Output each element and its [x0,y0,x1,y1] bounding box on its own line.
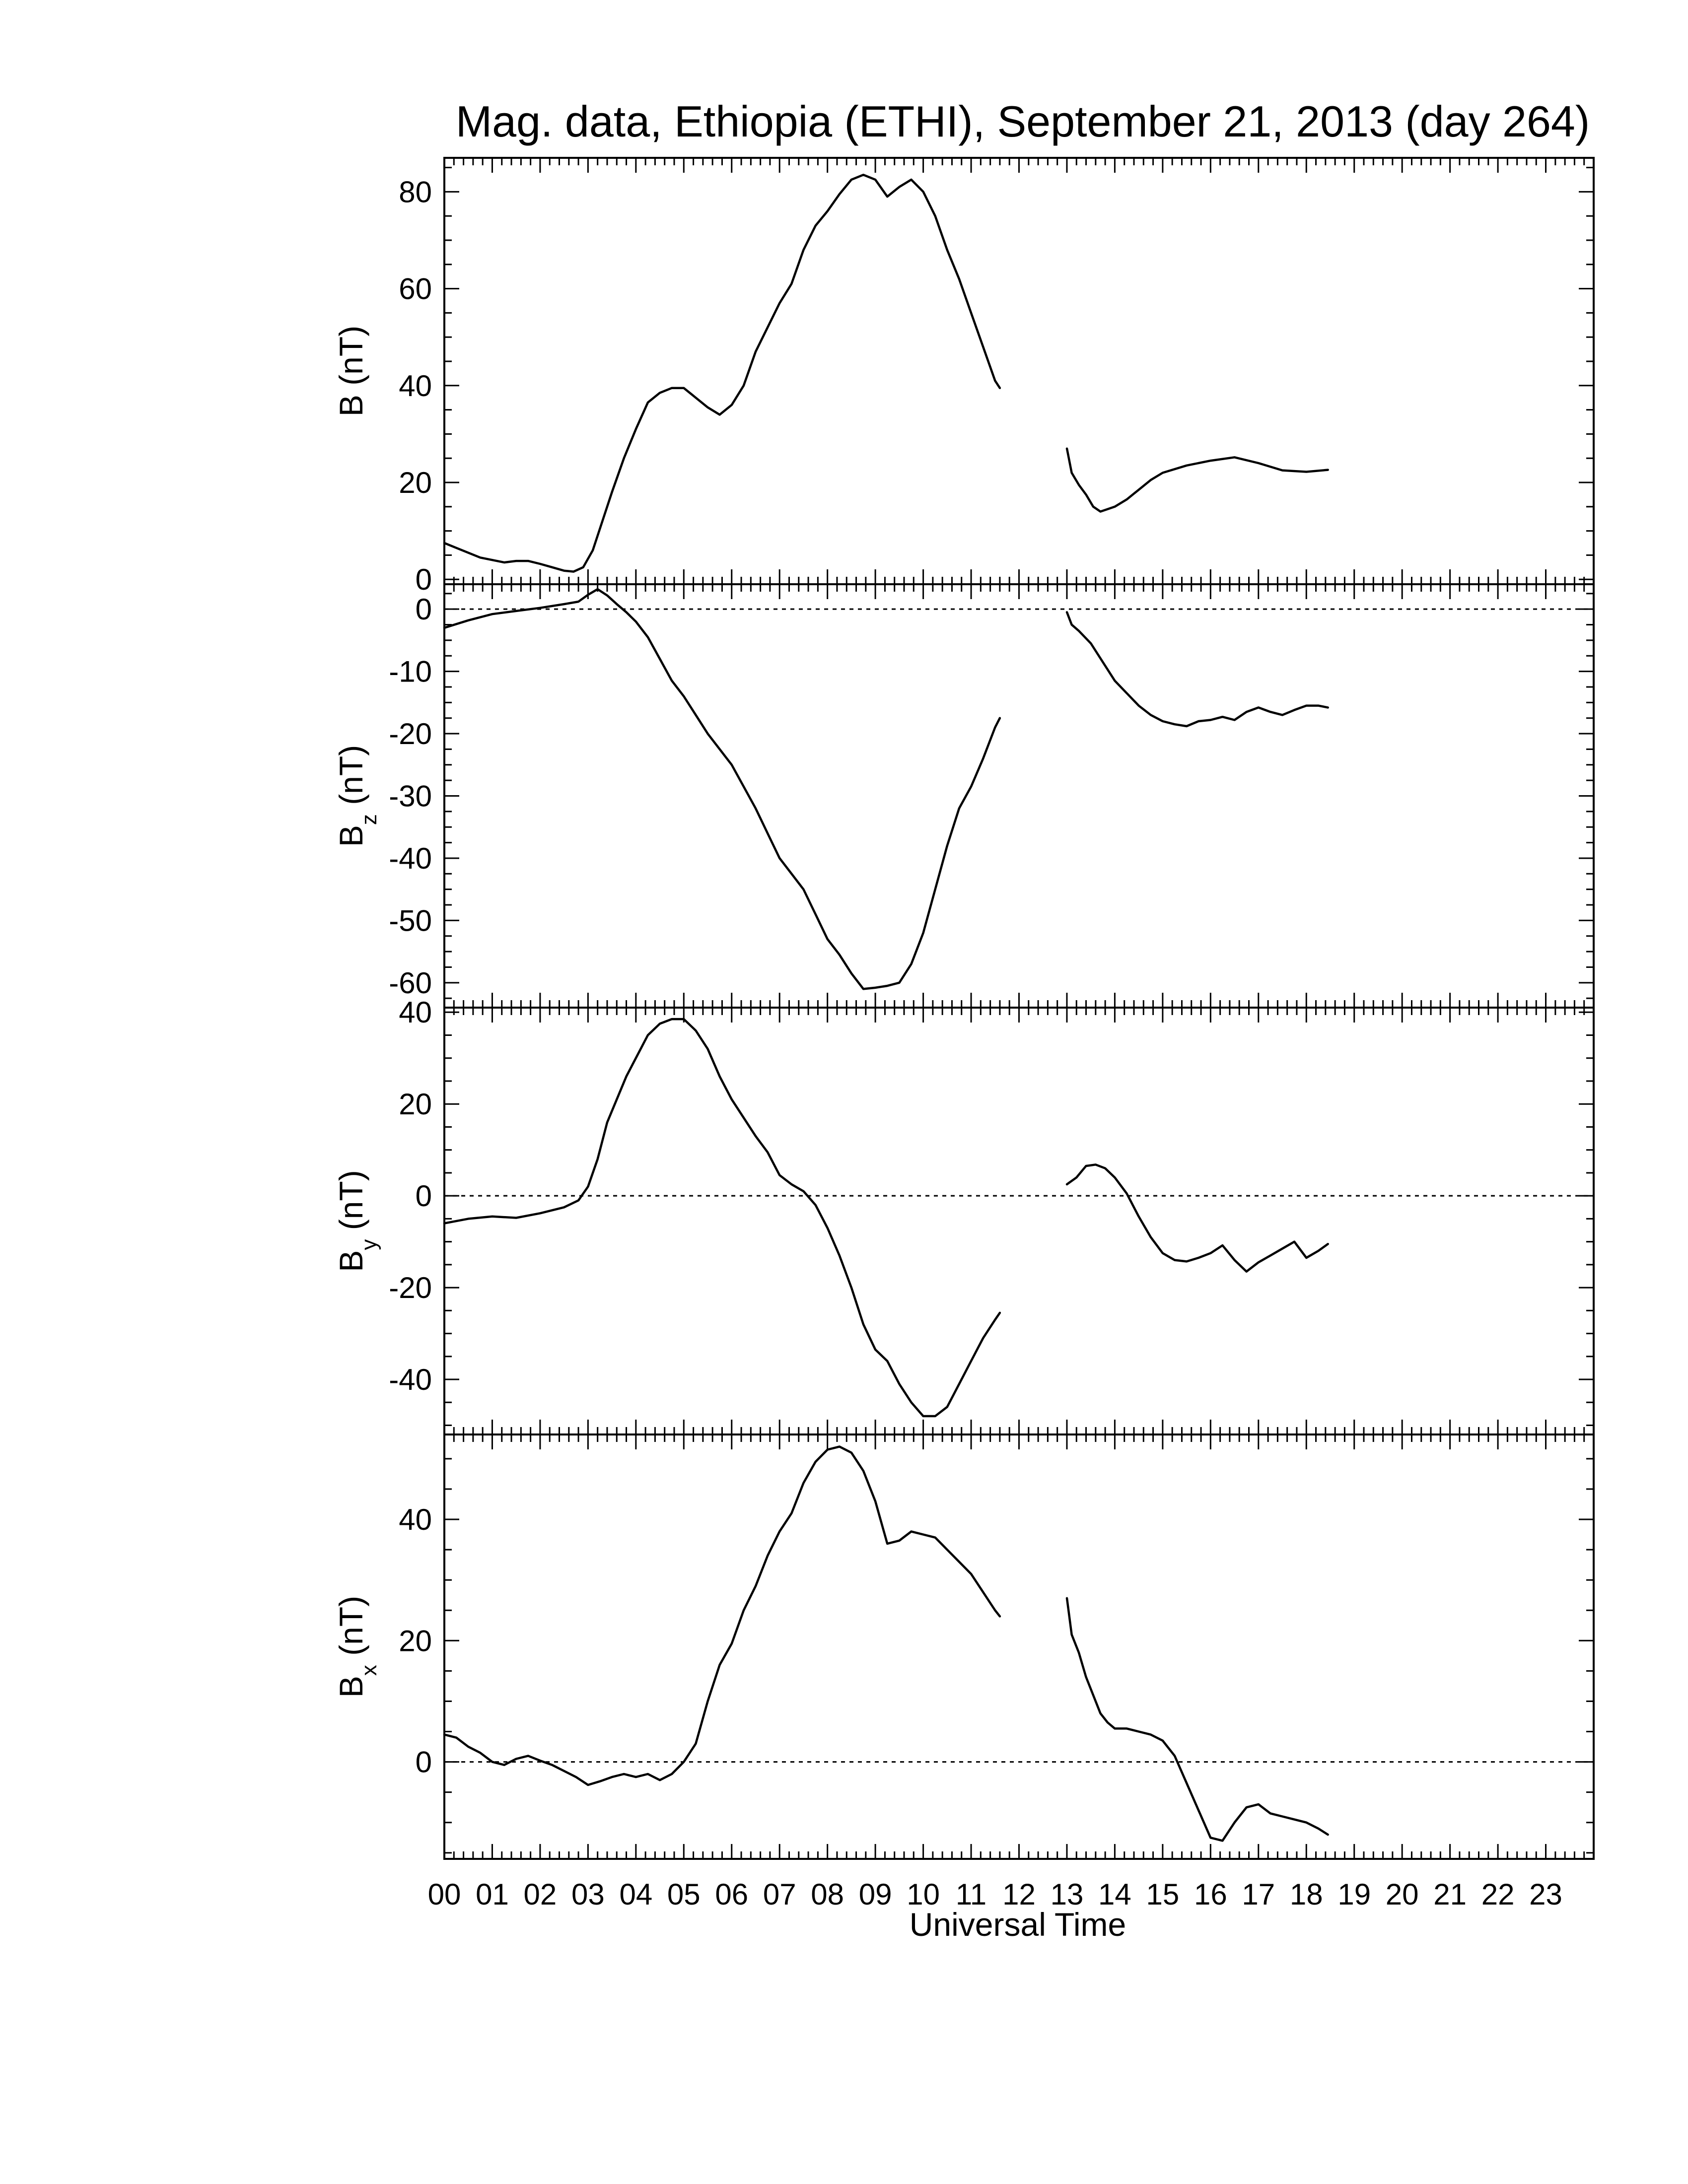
x-tick-label: 19 [1337,1878,1371,1911]
y-tick-label: 60 [399,273,432,306]
y-label-base: B [333,1250,369,1272]
panel-frame-b [443,157,1595,585]
x-tick-label: 06 [715,1878,748,1911]
x-tick-label: 02 [524,1878,557,1911]
series-line-b [1065,447,1329,513]
y-label-unit: (nT) [333,1596,369,1665]
x-tick-label: 15 [1146,1878,1180,1911]
y-tick-label: -40 [389,1363,432,1396]
figure-title: Mag. data, Ethiopia (ETHI), September 21… [456,97,1590,146]
y-tick-label: 0 [416,593,432,626]
y-label-unit: (nT) [333,745,369,814]
y-label-sub: y [357,1239,381,1250]
x-tick-label: 20 [1386,1878,1419,1911]
panel-by: 40 20 0 -20 -40 By (nT) [333,996,1595,1435]
y-label-base: B [333,395,369,416]
y-tick-label: 20 [399,1088,432,1121]
x-tick-label: 04 [619,1878,652,1911]
x-tick-label: 23 [1529,1878,1562,1911]
y-tick-label: -10 [389,655,432,688]
y-tick-label: -20 [389,717,432,751]
y-label-unit: (nT) [333,1170,369,1239]
x-tick-label: 13 [1051,1878,1084,1911]
panel-frame-bz [443,583,1595,1009]
x-tick-label: 12 [1002,1878,1036,1911]
y-label-base: B [333,825,369,847]
y-tick-label: 40 [399,369,432,403]
y-tick-label: 0 [416,1746,432,1779]
series-line-by [443,1018,1001,1418]
y-axis-label-bx: Bx (nT) [333,1596,381,1698]
y-label-unit: (nT) [333,326,369,395]
y-tick-label: 40 [399,1503,432,1536]
x-tick-label: 03 [571,1878,605,1911]
x-axis-label: Universal Time [910,1906,1126,1943]
series-line-bz [1065,611,1329,728]
x-tick-label: 22 [1481,1878,1515,1911]
y-tick-label: 80 [399,175,432,208]
y-label-sub: x [357,1665,381,1676]
x-tick-label: 16 [1194,1878,1227,1911]
y-label-sub: z [357,814,381,825]
x-tick-label: 09 [859,1878,892,1911]
panel-frame-bx [443,1433,1595,1860]
x-tick-label: 00 [428,1878,461,1911]
y-tick-label: -60 [389,966,432,1000]
y-axis-label-b: B (nT) [333,326,369,416]
x-tick-label: 01 [476,1878,509,1911]
panels: 0 20 40 60 80 B (nT) 0 -10 -20 -30 -40 -50 -60 Bz (nT… [333,157,1595,1860]
y-label-base: B [333,1676,369,1698]
y-tick-label: -30 [389,780,432,813]
y-tick-label: -50 [389,904,432,937]
x-tick-label: 21 [1433,1878,1467,1911]
x-tick-label: 11 [956,1878,986,1911]
x-tick-label: 10 [907,1878,940,1911]
x-tick-label: 07 [763,1878,796,1911]
y-tick-label: 0 [416,1179,432,1213]
x-tick-label: 08 [811,1878,844,1911]
y-tick-label: 0 [416,563,432,596]
series-line-bx [443,1445,1001,1786]
x-tick-label: 17 [1242,1878,1275,1911]
y-tick-label: 40 [399,996,432,1029]
series-line-by [1065,1163,1329,1273]
panel-bx: 40 20 0 Bx (nT) [333,1433,1595,1860]
y-tick-label: -20 [389,1271,432,1304]
series-line-b [443,173,1001,573]
y-tick-label: -40 [389,842,432,875]
y-axis-label-by: By (nT) [333,1170,381,1272]
panel-bz: 0 -10 -20 -30 -40 -50 -60 Bz (nT) [333,583,1595,1009]
panel-b: 0 20 40 60 80 B (nT) [333,157,1595,596]
x-tick-label: 18 [1290,1878,1323,1911]
y-tick-label: 20 [399,1624,432,1657]
panel-frame-by [443,1007,1595,1435]
series-line-bz [443,588,1001,990]
x-tick-label: 05 [667,1878,701,1911]
y-axis-label-bz: Bz (nT) [333,745,381,847]
x-axis: 00 01 02 03 04 05 06 07 08 09 10 11 12 13 14 15 16 17 18 19… [428,1878,1562,1911]
y-tick-label: 20 [399,466,432,499]
series-line-bx [1065,1597,1329,1842]
x-tick-label: 14 [1098,1878,1131,1911]
